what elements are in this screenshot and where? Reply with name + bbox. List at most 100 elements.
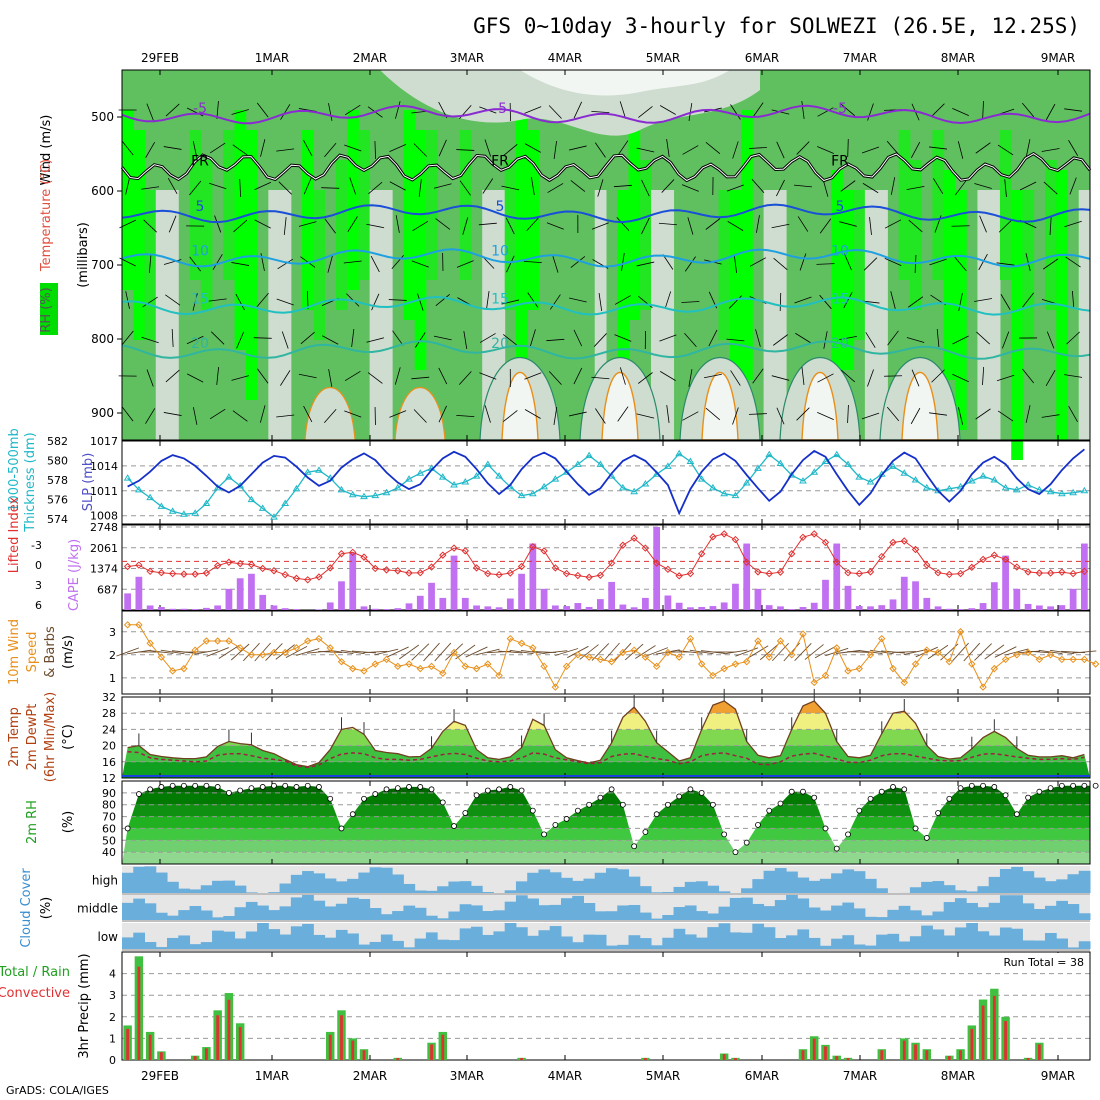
cloud-cover-panel: high middle low Cloud Cover (%) [19, 866, 1091, 951]
wind-barb [548, 105, 562, 119]
wind-barb [549, 294, 561, 310]
convective-bar [801, 1050, 805, 1060]
rh-marker [473, 792, 480, 799]
wind-speed-marker [697, 660, 706, 668]
cloud-cell [369, 908, 382, 920]
wind-barb [392, 330, 404, 346]
rh-marker [338, 825, 345, 832]
y-tick-label: 28 [102, 707, 116, 720]
cloud-level-label: middle [77, 902, 118, 916]
thickness-marker [1024, 480, 1032, 488]
wind-barb [214, 215, 222, 233]
cape-bar [473, 605, 480, 610]
wind-speed-marker [1091, 660, 1100, 668]
li-marker [326, 564, 334, 572]
wind-speed-marker [878, 634, 886, 643]
wind-barb [189, 256, 201, 272]
cloud-cell [1011, 928, 1023, 949]
rh-moist-cell [335, 160, 348, 310]
wind-barb [931, 369, 945, 383]
thickness-marker [709, 483, 717, 491]
wind-barb [399, 644, 420, 660]
cloud-cell [966, 891, 978, 893]
thickness-marker [168, 507, 177, 514]
wind-barb [506, 255, 515, 273]
wind-barb [530, 177, 535, 195]
wind-barb [705, 142, 721, 154]
wind-barb [411, 260, 429, 268]
convective-bar [441, 1034, 445, 1060]
cloud-cell [583, 902, 596, 920]
rh-dry-cell [1078, 190, 1091, 440]
cloud-cell [718, 906, 731, 920]
cloud-cell [988, 902, 1001, 920]
wind-barb [1025, 139, 1031, 157]
li-tick-label: 0 [35, 559, 42, 572]
wind-barb [996, 262, 1015, 266]
cloud-cell [887, 933, 900, 949]
wind-barb [412, 220, 429, 232]
wind-speed-marker [562, 662, 571, 671]
cape-bar [169, 608, 177, 610]
cloud-cell [808, 937, 821, 949]
wind-barb [501, 299, 520, 305]
convective-bar [520, 1058, 523, 1060]
thickness-marker [1080, 486, 1089, 494]
li-marker [1058, 568, 1066, 576]
wind-barb [847, 404, 849, 424]
cape-bar [360, 606, 368, 610]
isotherm-label: FR [191, 153, 209, 169]
cloud-cell [245, 931, 258, 949]
wind-barb [388, 299, 407, 301]
wind-speed-marker [968, 660, 976, 668]
wind-speed-marker [180, 664, 188, 673]
wind-barb [658, 222, 677, 226]
wind-barb [573, 367, 583, 385]
cape-bar [912, 581, 919, 610]
thickness-marker [382, 488, 391, 496]
li-marker [956, 569, 965, 578]
wind-barb [322, 335, 339, 345]
wind-barb [884, 219, 902, 229]
cape-bar [732, 583, 739, 610]
rh-moist-cell [302, 130, 314, 310]
rh-marker [361, 795, 367, 802]
rh-marker [822, 825, 829, 832]
wind-barb [748, 147, 767, 149]
cloud-cell [853, 944, 866, 949]
wind-barb [568, 297, 587, 303]
wind-barb [435, 293, 450, 307]
wind-barb [231, 262, 250, 266]
wind-barb [306, 290, 309, 310]
top-date-axis: 29FEB 1MAR 2MAR 3MAR 4MAR 5MAR 6MAR 7MAR 8MAR 9MA… [141, 51, 1075, 65]
wind-barb [591, 222, 609, 230]
thickness-marker [528, 489, 537, 497]
thickness-marker [810, 468, 819, 475]
slp-tick-label: 1014 [90, 460, 118, 473]
wind-barb [641, 217, 650, 235]
cloud-cell [572, 942, 584, 949]
li-marker [146, 567, 154, 576]
rh-marker [676, 793, 683, 800]
wind-speed-marker [427, 662, 436, 671]
thickness-marker [1001, 483, 1010, 491]
cape-bar [585, 606, 593, 610]
cloud-cell [909, 887, 922, 893]
wind-barb [847, 138, 849, 158]
wind-barb [456, 149, 475, 151]
cloud-cell [662, 915, 675, 920]
thickness-marker [776, 459, 785, 466]
top-date-label: 9MAR [1041, 51, 1076, 65]
wind-barb [997, 144, 1014, 156]
convective-bar [835, 1056, 839, 1060]
wind-barb [479, 333, 496, 343]
warm-plume [801, 372, 839, 441]
wind-barb [260, 139, 266, 157]
cloud-cell [279, 934, 292, 949]
rh-moist-cell [999, 130, 1012, 280]
li-marker [945, 570, 954, 579]
convective-bar [193, 1056, 197, 1060]
rh-marker [282, 782, 289, 789]
wind-barb [907, 296, 924, 308]
cloud-cell [808, 880, 821, 893]
